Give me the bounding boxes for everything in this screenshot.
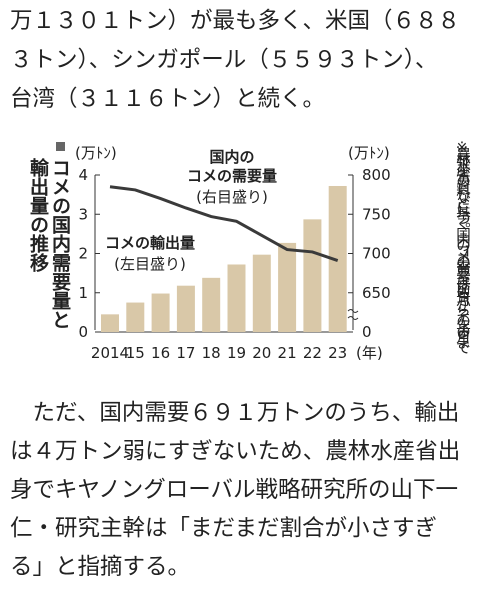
paragraph-line: 仁・研究主幹は「まだまだ割合が小さすぎ: [10, 516, 437, 542]
bar: [227, 264, 246, 332]
y2-tick-label: 650: [362, 284, 391, 302]
paragraph-line: 台湾（３１１６トン）と続く。: [10, 86, 325, 112]
paragraph-line: ３トン）、シンガポール（５５９３トン）、: [10, 47, 438, 73]
paragraph-line: 万１３０１トン）が最も多く、米国（６８８: [10, 8, 460, 34]
bar: [126, 302, 145, 332]
line: [109, 185, 339, 262]
y-tick-label: 0: [78, 323, 88, 341]
x-tick-label: 21: [278, 344, 297, 362]
bar: [202, 277, 221, 332]
y-tick-label: 3: [78, 205, 88, 223]
y2-tick-label: 0: [362, 323, 372, 341]
x-tick-label: 20: [252, 344, 271, 362]
bar: [101, 314, 119, 332]
y-tick-label: 1: [78, 284, 88, 302]
bar: [252, 254, 271, 332]
series-label: コメの輸出量: [105, 234, 195, 252]
paragraph-line: ただ、国内需要６９１万トンのうち、輸出: [10, 400, 459, 426]
x-tick-label: 18: [202, 344, 221, 362]
bar: [303, 219, 322, 332]
series-label: 国内のコメの需要量: [187, 148, 277, 185]
x-tick-label: 16: [151, 344, 170, 362]
x-tick-label: 2014: [91, 344, 129, 362]
x-tick-label: 17: [176, 344, 195, 362]
y-tick-label: 2: [78, 245, 88, 263]
bar: [176, 285, 195, 332]
icon: [56, 142, 65, 151]
x-tick-label: 19: [227, 344, 246, 362]
y2-tick-label: 750: [362, 205, 391, 223]
bar: [151, 293, 170, 332]
x-unit: (年): [356, 344, 383, 362]
x-tick-label: 22: [303, 344, 322, 362]
paragraph-line: 身でキヤノングローバル戦略研究所の山下一: [10, 477, 458, 503]
y2-tick-label: 800: [362, 166, 391, 184]
x-tick-label: 23: [328, 344, 347, 362]
chart-title: 輸出量の推移: [27, 157, 49, 273]
bar: [278, 242, 297, 332]
y2-tick-label: 700: [362, 245, 391, 263]
y2-unit: (万ﾄﾝ): [348, 144, 390, 162]
paragraph-line: る」と指摘する。: [10, 554, 190, 580]
series-sublabel: (左目盛り): [114, 255, 186, 273]
chart-title: コメの国内需要量と: [49, 158, 71, 329]
x-tick-label: 15: [126, 344, 145, 362]
note: ※農林水産省の資料などに基づく。国内のコメの需要量は前年7月からその年の6月まで: [454, 140, 470, 355]
paragraph-line: は４万トン弱にすぎないため、農林水産省出: [10, 439, 460, 465]
series-sublabel: (右目盛り): [196, 188, 268, 206]
axis-break: [347, 309, 359, 320]
y-unit: (万ﾄﾝ): [75, 144, 117, 162]
y-tick-label: 4: [78, 166, 88, 184]
